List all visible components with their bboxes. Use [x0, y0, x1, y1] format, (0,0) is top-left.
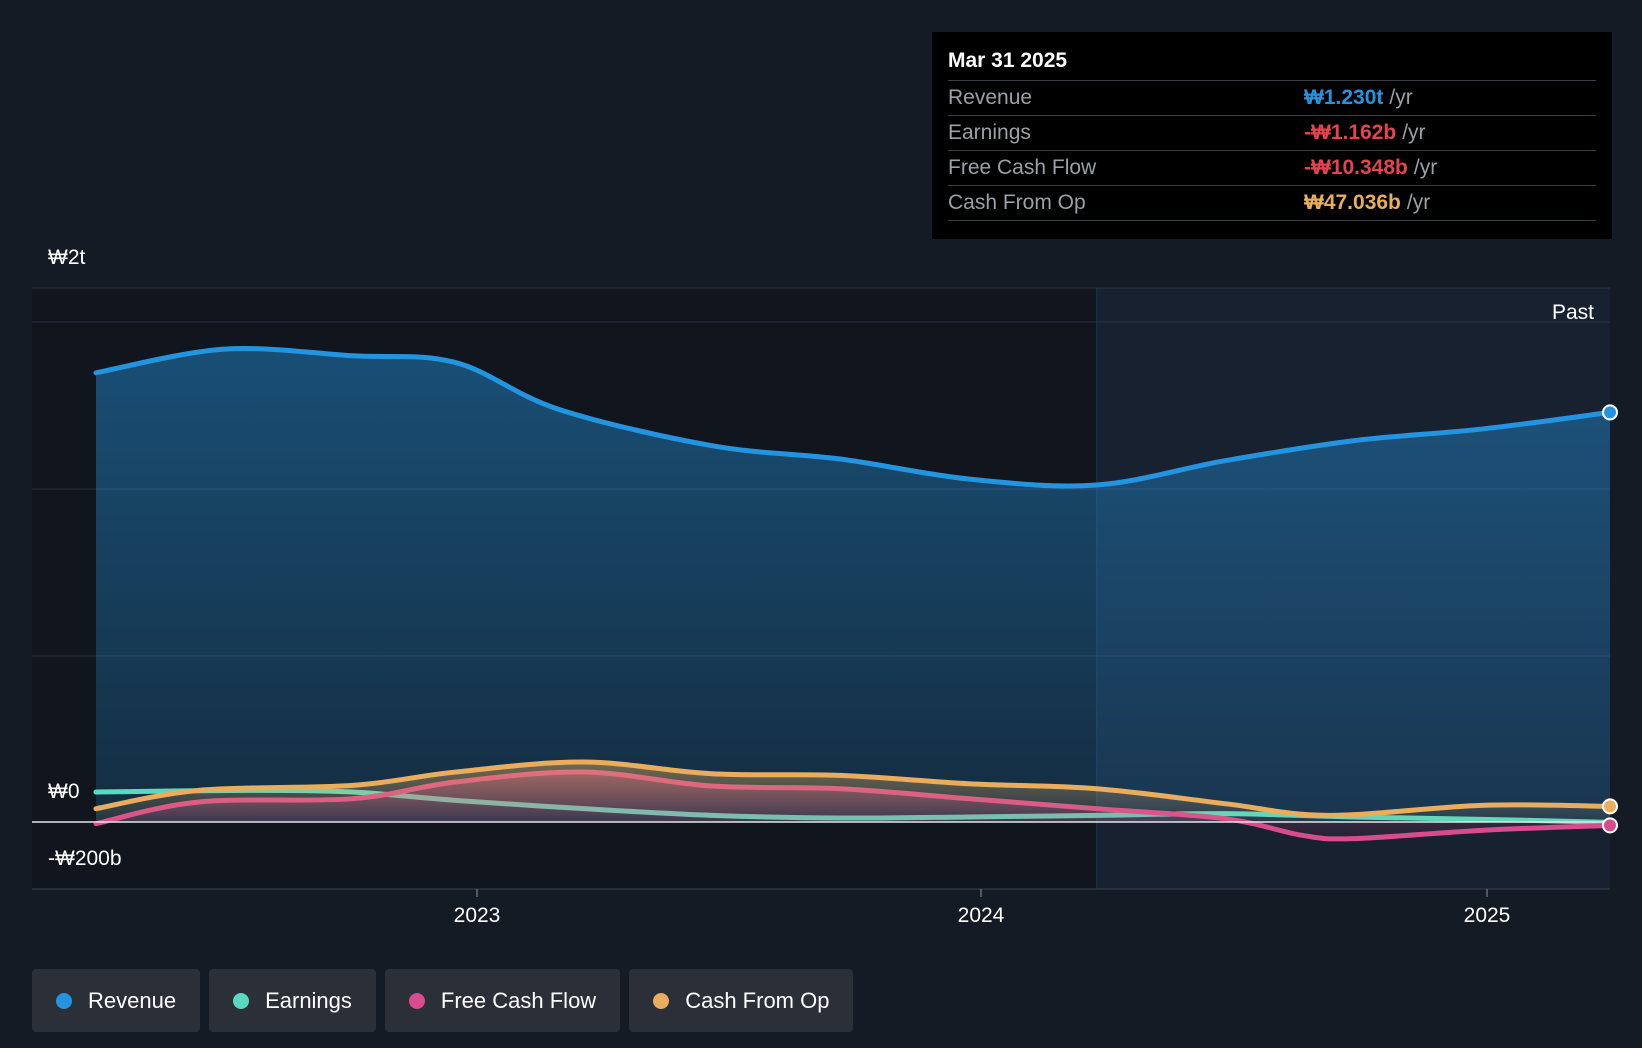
- x-axis-tick-label: 2023: [454, 904, 501, 927]
- legend-dot-icon: [233, 992, 250, 1009]
- legend-dot-icon: [653, 992, 670, 1009]
- tooltip-unit: /yr: [1413, 156, 1438, 179]
- tooltip-value: -₩1.162b: [1304, 121, 1397, 144]
- line-revenue: [93, 345, 1613, 489]
- x-axis-tick-label: 2025: [1464, 904, 1511, 927]
- chart-legend: Revenue Earnings Free Cash Flow Cash Fro…: [32, 969, 854, 1032]
- tooltip-date: Mar 31 2025: [948, 46, 1596, 81]
- legend-label: Free Cash Flow: [440, 987, 597, 1013]
- tooltip-row-earnings: Earnings -₩1.162b /yr: [948, 116, 1596, 151]
- tooltip-value: ₩47.036b: [1304, 191, 1401, 214]
- end-point-free-cash-flow: [1602, 817, 1618, 834]
- legend-label: Cash From Op: [685, 987, 830, 1013]
- tooltip-label: Earnings: [948, 121, 1031, 144]
- y-axis-label: ₩2t: [48, 246, 86, 269]
- tooltip-label: Free Cash Flow: [948, 156, 1097, 179]
- area-cash-from-op: [96, 762, 1610, 822]
- legend-item-revenue[interactable]: Revenue: [32, 969, 201, 1032]
- data-tooltip: Mar 31 2025 Revenue ₩1.230t /yr Earnings…: [932, 32, 1612, 239]
- y-axis-label: ₩0: [48, 780, 80, 803]
- tooltip-unit: /yr: [1406, 191, 1431, 214]
- tooltip-row-cash-from-op: Cash From Op ₩47.036b /yr: [948, 186, 1596, 221]
- tooltip-label: Revenue: [948, 86, 1033, 109]
- legend-item-free-cash-flow[interactable]: Free Cash Flow: [384, 969, 621, 1032]
- legend-dot-icon: [56, 992, 72, 1009]
- tooltip-row-revenue: Revenue ₩1.230t /yr: [948, 81, 1596, 116]
- line-cash-from-op: [93, 759, 1613, 818]
- tooltip-unit: /yr: [1402, 121, 1426, 144]
- legend-item-earnings[interactable]: Earnings: [209, 969, 376, 1032]
- end-point-revenue: [1602, 404, 1618, 421]
- x-axis-tick-label: 2024: [958, 904, 1005, 927]
- tooltip-label: Cash From Op: [948, 191, 1086, 214]
- area-revenue: [96, 348, 1610, 822]
- past-label: Past: [1552, 301, 1594, 324]
- legend-dot-icon: [408, 992, 425, 1009]
- tooltip-value: -₩10.348b: [1304, 156, 1408, 179]
- legend-label: Revenue: [88, 987, 177, 1013]
- legend-item-cash-from-op[interactable]: Cash From Op: [629, 969, 854, 1032]
- legend-label: Earnings: [265, 987, 352, 1013]
- y-axis-label: -₩200b: [48, 847, 122, 870]
- end-point-cash-from-op: [1602, 798, 1618, 815]
- tooltip-row-free-cash-flow: Free Cash Flow -₩10.348b /yr: [948, 151, 1596, 186]
- tooltip-value: ₩1.230t: [1304, 86, 1384, 109]
- tooltip-unit: /yr: [1389, 86, 1413, 109]
